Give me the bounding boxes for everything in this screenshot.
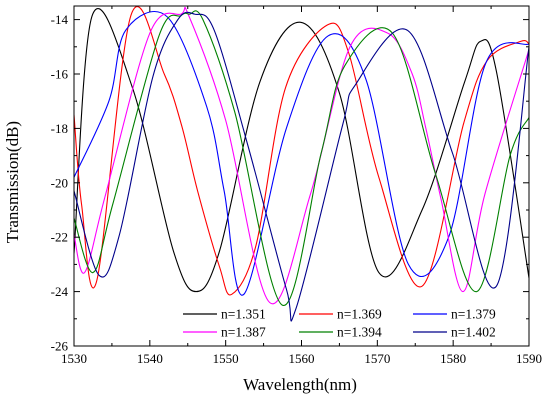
x-tick-label: 1570 [364,351,390,366]
series-line-5 [74,10,529,306]
series-lines [74,6,529,322]
x-tick-label: 1530 [61,351,87,366]
legend-label: n=1.402 [451,325,496,340]
y-tick-label: -20 [51,175,68,190]
series-line-6 [74,11,529,322]
y-tick-label: -18 [51,121,68,136]
legend: n=1.351 n=1.369 n=1.379 n=1.387 n=1.394 n=1.4… [183,307,496,340]
y-tick-label: -26 [51,339,69,354]
x-axis-label: Wavelength(nm) [243,375,357,394]
x-tick-label: 1550 [213,351,239,366]
legend-label: n=1.387 [221,325,266,340]
x-tick-label: 1540 [137,351,163,366]
legend-label: n=1.379 [451,307,496,322]
legend-label: n=1.369 [337,307,382,322]
legend-label: n=1.351 [221,307,266,322]
series-line-1 [74,7,529,293]
y-tick-label: -22 [51,230,68,245]
y-tick-label: -24 [51,284,69,299]
series-line-4 [74,6,529,305]
y-axis-label: Transmission(dB) [3,121,22,243]
x-tick-label: 1580 [440,351,466,366]
x-tick-label: 1590 [516,351,542,366]
x-tick-label: 1560 [289,351,315,366]
y-tick-label: -14 [51,12,69,27]
series-line-2 [74,6,529,296]
y-tick-label: -16 [51,67,69,82]
legend-label: n=1.394 [337,325,382,340]
axes: 1530 1540 1550 1560 1570 1580 1590 -26 -24 -22 -20… [51,5,542,366]
